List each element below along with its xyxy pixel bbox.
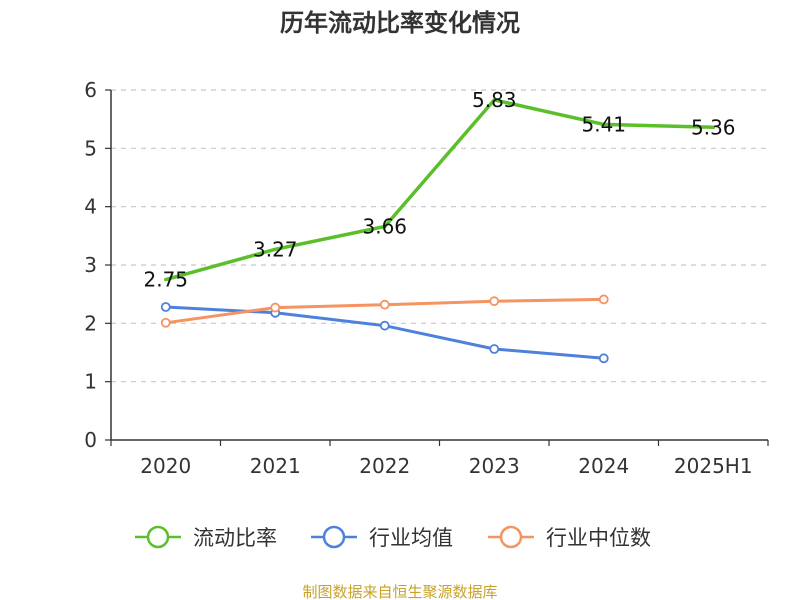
legend-item[interactable]: 行业中位数: [488, 525, 651, 550]
series: [160, 98, 716, 364]
x-tick-label: 2020: [140, 454, 191, 478]
data-point: [379, 299, 390, 310]
data-point: [160, 302, 171, 312]
legend-swatch-marker: [146, 525, 170, 549]
y-tick-label: 1: [84, 370, 97, 394]
data-point: [489, 296, 500, 307]
y-tick-label: 4: [84, 195, 97, 219]
legend-item[interactable]: 流动比率: [135, 525, 277, 550]
data-label: 5.41: [581, 112, 626, 136]
data-label: 5.36: [691, 115, 736, 139]
legend-label: 流动比率: [193, 526, 277, 550]
y-tick-label: 0: [84, 428, 97, 452]
data-label: 2.75: [143, 268, 188, 292]
data-point: [598, 353, 609, 364]
x-tick-label: 2022: [359, 454, 410, 478]
data-label: 3.27: [253, 237, 298, 261]
legend-label: 行业均值: [369, 526, 453, 550]
y-tick-label: 5: [84, 136, 97, 160]
y-tick-label: 6: [84, 78, 97, 102]
chart-title: 历年流动比率变化情况: [280, 9, 520, 37]
y-tick-label: 2: [84, 311, 97, 335]
y-tick-label: 3: [84, 253, 97, 277]
legend[interactable]: 流动比率 行业均值 行业中位数: [135, 525, 651, 550]
legend-swatch-marker: [499, 525, 523, 549]
x-tick-label: 2025H1: [674, 454, 753, 478]
legend-item[interactable]: 行业均值: [311, 525, 453, 550]
data-label: 3.66: [362, 215, 407, 239]
legend-swatch-marker: [322, 525, 346, 549]
source-note: 制图数据来自恒生聚源数据库: [302, 583, 497, 600]
x-tick-label: 2021: [250, 454, 301, 478]
data-point: [489, 344, 500, 354]
legend-label: 行业中位数: [546, 526, 651, 550]
data-point: [379, 320, 390, 331]
axes: 0 1 2 3 4 5 6 2020 2021 2022 2023 2024 2025H1: [84, 78, 769, 478]
data-point: [160, 317, 171, 328]
data-point: [270, 302, 281, 313]
series-line: [164, 98, 716, 282]
data-label: 5.83: [472, 88, 517, 112]
data-point: [598, 294, 609, 305]
x-tick-label: 2023: [469, 454, 520, 478]
x-tick-label: 2024: [578, 454, 629, 478]
data-labels: 2.75 3.27 3.66 5.83 5.41 5.36: [143, 88, 735, 292]
